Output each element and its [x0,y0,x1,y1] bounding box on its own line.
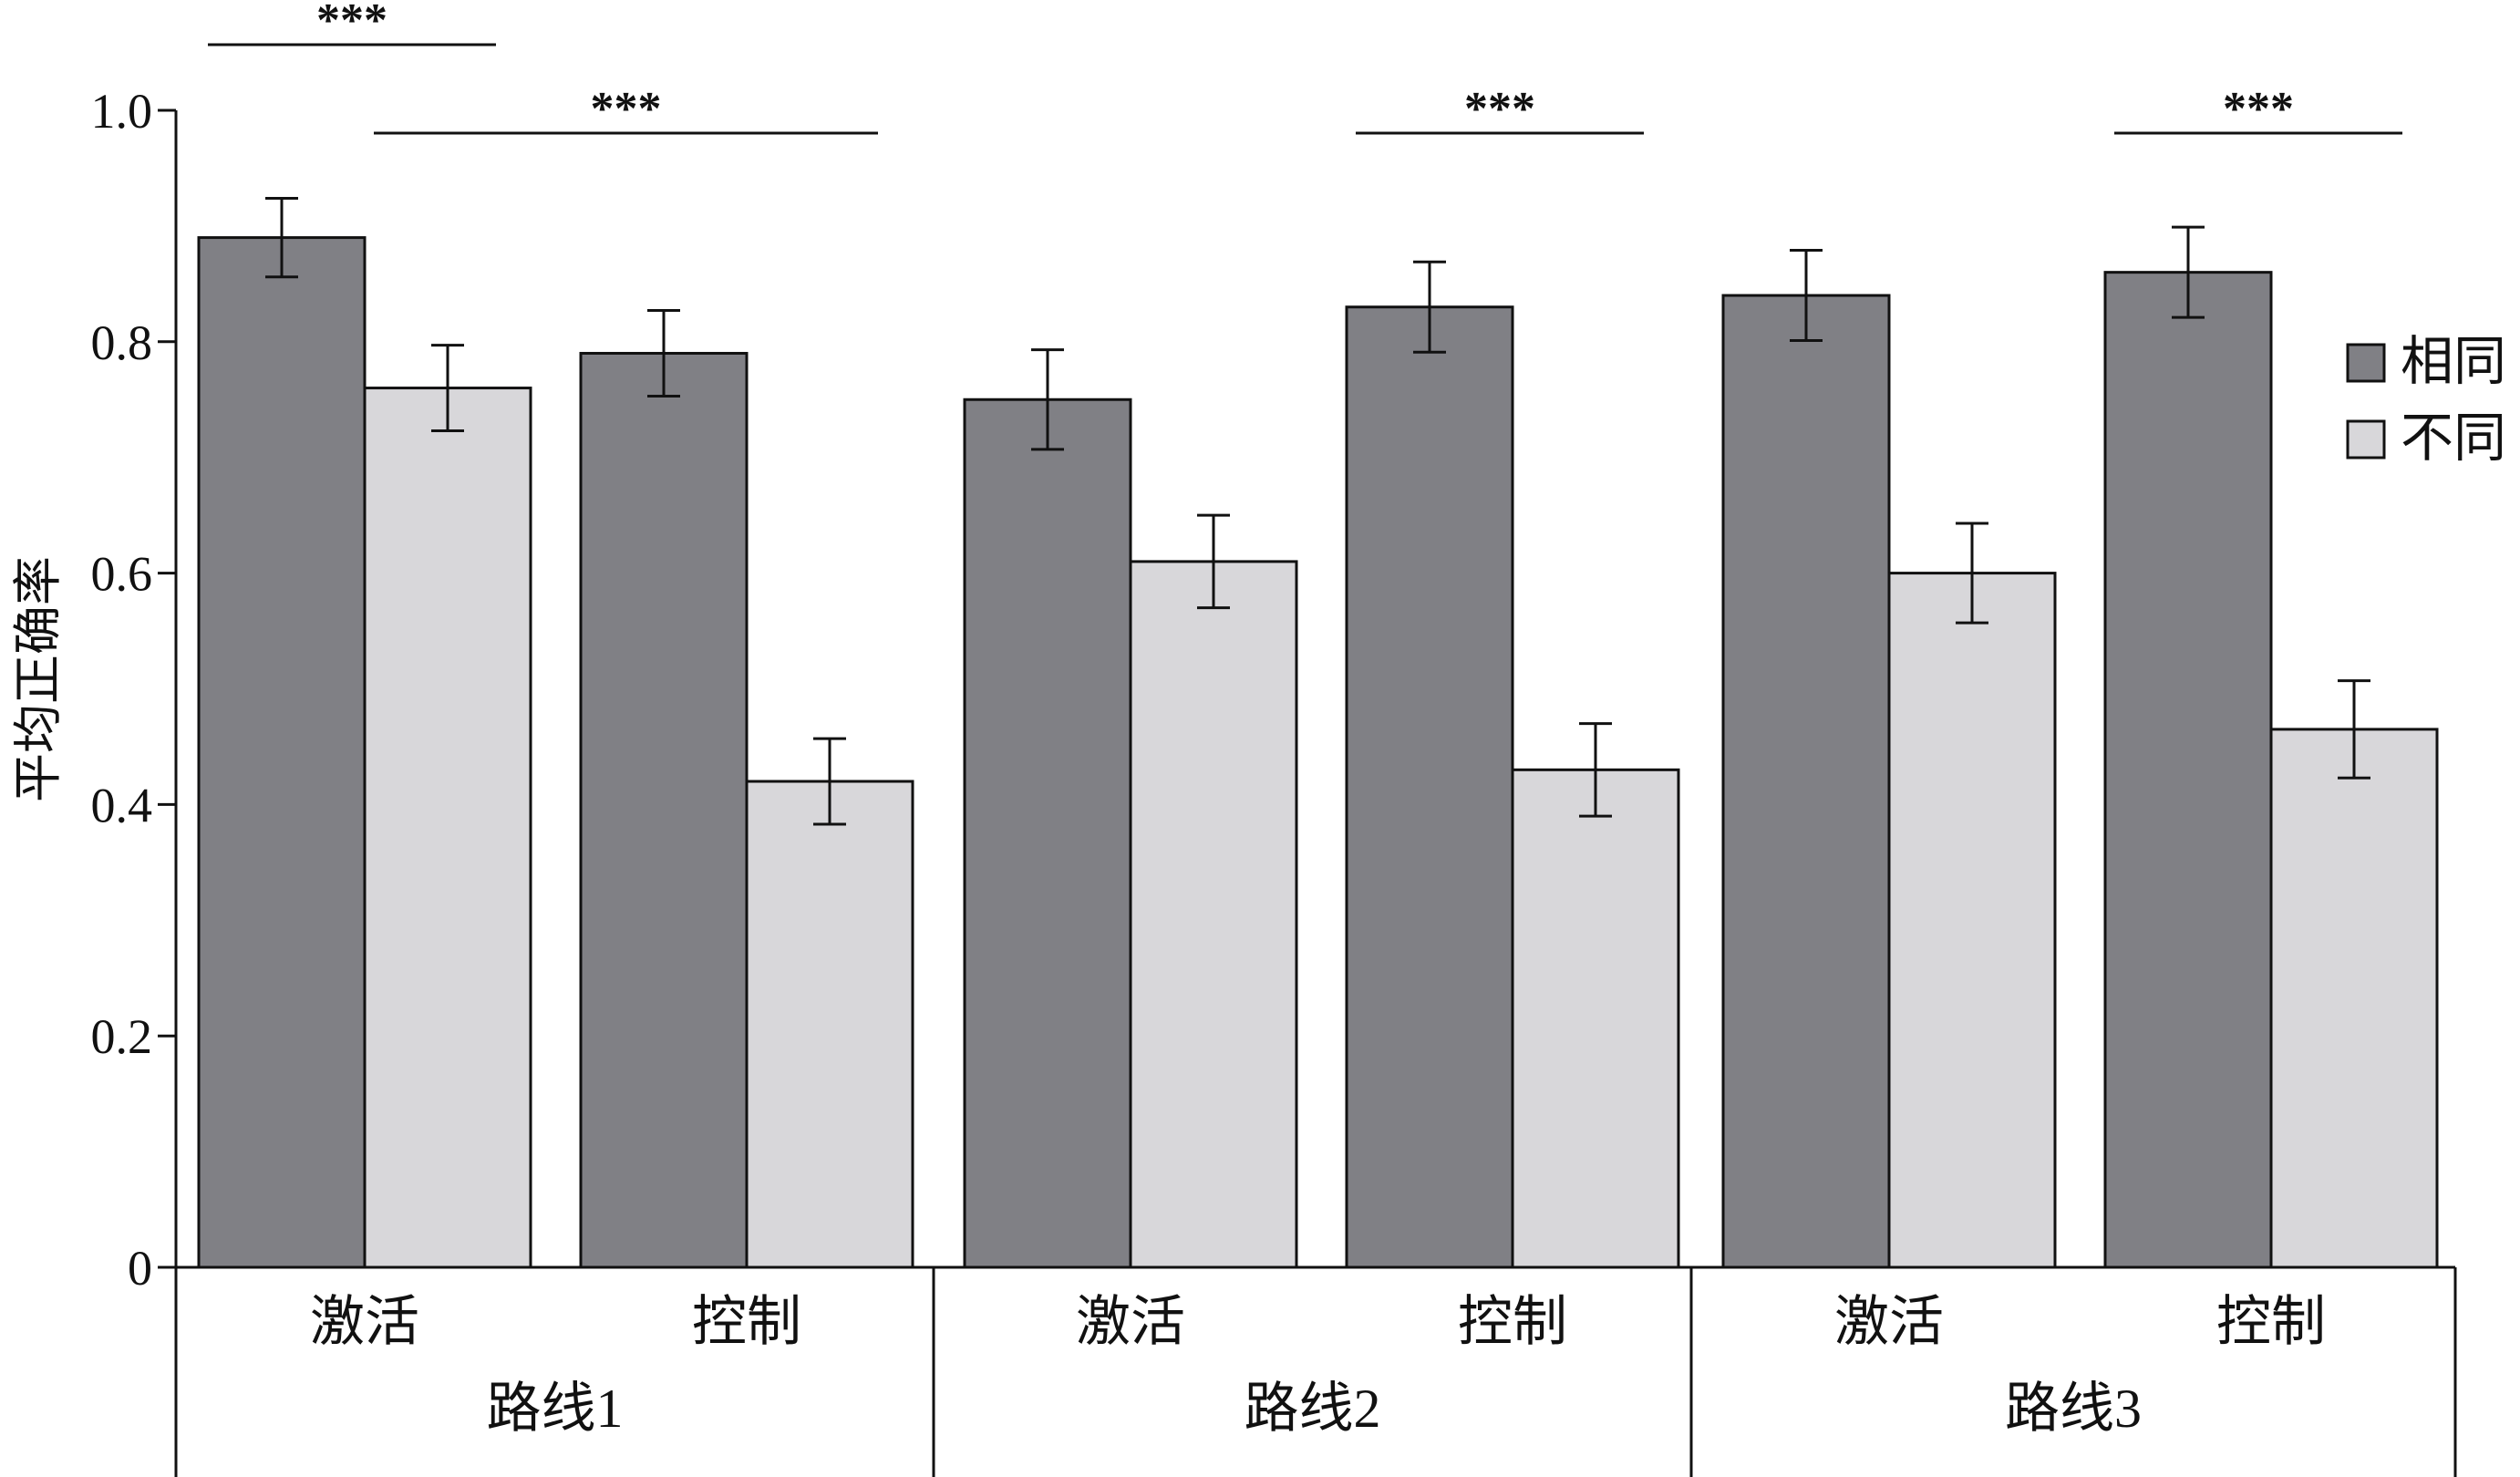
legend-label: 相同 [2401,332,2506,391]
bar-different [1129,560,1298,1269]
significance-label: *** [591,83,662,135]
bar-different [1511,768,1680,1269]
bar-different [2269,728,2439,1269]
x-subcategory-label: 控制 [2216,1292,2326,1352]
x-subcategory-label: 激活 [1076,1292,1185,1352]
significance-label: *** [316,0,387,46]
bar-same [2103,271,2273,1269]
bar-same [197,236,367,1269]
significance-layer: *** *** *** *** [208,0,2402,135]
x-subcategory-label: 控制 [1458,1292,1567,1352]
x-subcategory-label: 激活 [310,1292,419,1352]
bar-layer [197,236,2439,1269]
bar-different [363,387,532,1269]
bar-same [963,398,1132,1269]
x-group-label: 路线2 [1245,1379,1381,1439]
bar-same [1721,294,1891,1269]
y-tick-label: 0.4 [91,778,153,832]
bar-same [1345,305,1514,1269]
x-group-label: 路线3 [2005,1379,2142,1439]
x-group-label: 路线1 [487,1379,624,1439]
y-tick-label: 0.2 [91,1009,153,1064]
y-axis-label: 平均正确率 [11,556,66,802]
error-bar-layer [265,196,2370,826]
bar-different [1887,572,2057,1269]
y-tick-label: 0.6 [91,547,153,602]
significance-label: *** [2223,83,2294,135]
significance-label: *** [1464,83,1535,135]
y-tick-label: 1.0 [91,84,153,139]
bar-different [745,780,914,1269]
legend-swatch [2346,419,2386,460]
x-subcategory-label: 激活 [1834,1292,1944,1352]
bar-same [579,351,749,1269]
y-tick-label: 0 [128,1241,152,1296]
y-tick-label: 0.8 [91,315,153,370]
x-subcategory-label: 控制 [692,1292,801,1352]
legend-label: 不同 [2401,408,2506,468]
legend-swatch [2346,343,2386,383]
